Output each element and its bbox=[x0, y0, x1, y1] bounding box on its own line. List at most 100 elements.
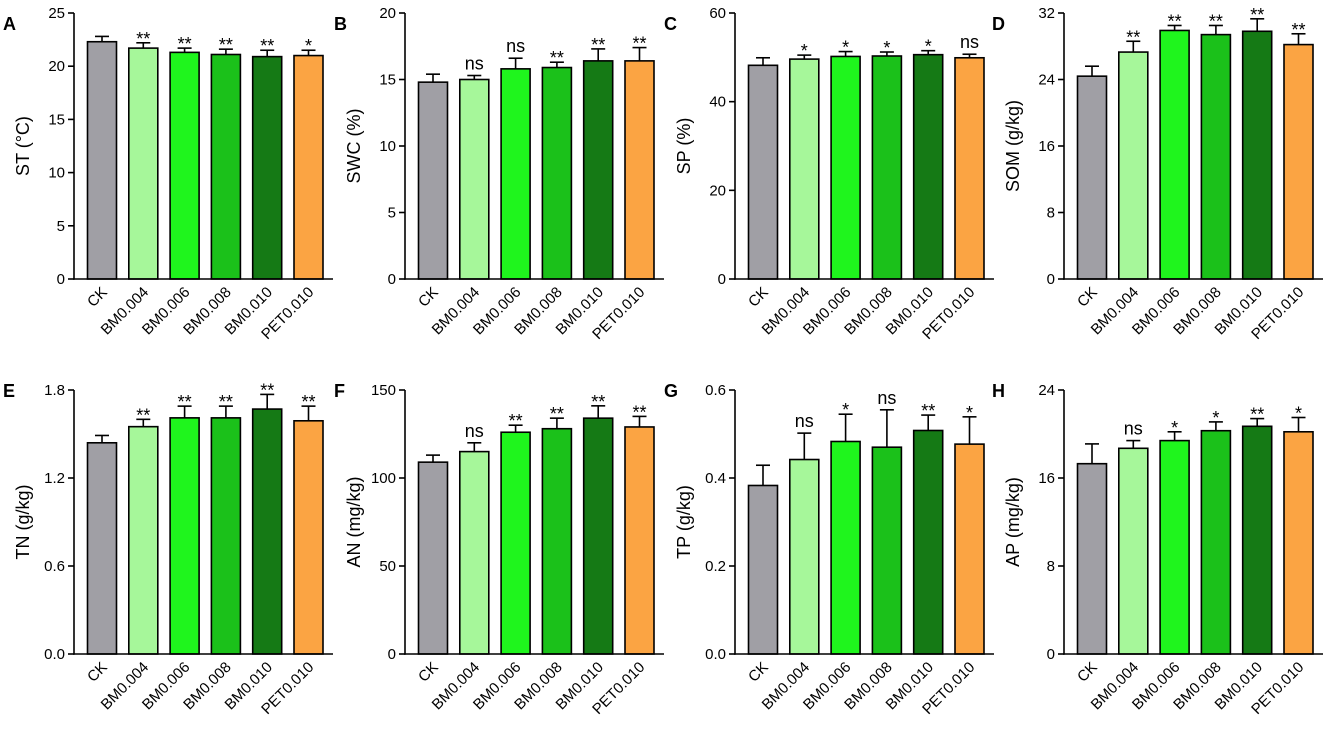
bar-bm0-006 bbox=[169, 51, 200, 280]
bar-bm0-006 bbox=[500, 431, 531, 655]
y-axis-label: SP (%) bbox=[674, 118, 694, 175]
y-tick-label: 8 bbox=[1047, 558, 1055, 575]
bar-bm0-004 bbox=[1118, 51, 1149, 280]
significance-label: ns bbox=[795, 411, 814, 431]
y-tick-label: 20 bbox=[709, 182, 726, 199]
y-tick-label: 100 bbox=[371, 470, 396, 487]
bar-bm0-006 bbox=[1159, 29, 1190, 280]
bar-pet0-010 bbox=[624, 60, 655, 280]
y-tick-label: 0 bbox=[1047, 271, 1055, 288]
bar-bm0-004 bbox=[788, 458, 820, 655]
bar-bm0-010 bbox=[582, 60, 614, 280]
panel-letter: H bbox=[992, 381, 1005, 401]
bar-bm0-004 bbox=[788, 58, 820, 280]
significance-label: ns bbox=[506, 36, 525, 56]
significance-label: * bbox=[966, 403, 973, 423]
panel-letter: G bbox=[664, 381, 678, 401]
category-label: CK bbox=[84, 284, 111, 311]
significance-label: ** bbox=[219, 392, 233, 412]
y-tick-label: 1.2 bbox=[44, 470, 65, 487]
significance-label: ** bbox=[1209, 11, 1223, 31]
bar-ck bbox=[417, 81, 449, 280]
y-tick-label: 20 bbox=[48, 58, 65, 75]
panel-a: AST (°C)CK**BM0.004**BM0.006**BM0.008**B… bbox=[3, 5, 333, 343]
y-tick-label: 24 bbox=[1038, 72, 1055, 89]
bar-ck bbox=[417, 461, 449, 655]
significance-label: ns bbox=[465, 54, 484, 74]
significance-label: ** bbox=[178, 34, 192, 54]
bar-ck bbox=[1076, 462, 1108, 655]
significance-label: * bbox=[925, 37, 932, 57]
bar-bm0-010 bbox=[251, 408, 283, 655]
bar-bm0-004 bbox=[1118, 447, 1149, 655]
y-tick-label: 16 bbox=[1038, 470, 1055, 487]
significance-label: * bbox=[842, 400, 849, 420]
y-tick-label: 5 bbox=[57, 218, 65, 235]
significance-label: ** bbox=[260, 380, 274, 400]
bar-bm0-006 bbox=[169, 417, 200, 655]
y-tick-label: 20 bbox=[379, 5, 396, 22]
significance-label: ** bbox=[136, 405, 150, 425]
significance-label: ** bbox=[1291, 20, 1305, 40]
y-tick-label: 10 bbox=[379, 138, 396, 155]
significance-label: ns bbox=[960, 32, 979, 52]
y-tick-label: 50 bbox=[379, 558, 396, 575]
bar-bm0-004 bbox=[458, 78, 490, 280]
panel-c: CSP (%)CK*BM0.004*BM0.006*BM0.008*BM0.01… bbox=[664, 5, 994, 343]
y-tick-label: 16 bbox=[1038, 138, 1055, 155]
panel-g: GTP (g/kg)CKnsBM0.004*BM0.006nsBM0.008**… bbox=[664, 381, 994, 718]
y-tick-label: 32 bbox=[1038, 5, 1055, 22]
bar-ck bbox=[86, 40, 118, 280]
y-tick-label: 0 bbox=[718, 271, 726, 288]
significance-label: ** bbox=[1250, 5, 1264, 25]
significance-label: ** bbox=[591, 35, 605, 55]
y-tick-label: 0.0 bbox=[705, 646, 726, 663]
significance-label: ns bbox=[877, 388, 896, 408]
bar-pet0-010 bbox=[624, 426, 655, 655]
y-tick-label: 0 bbox=[388, 646, 396, 663]
y-tick-label: 0 bbox=[388, 271, 396, 288]
bar-pet0-010 bbox=[954, 443, 985, 655]
significance-label: ** bbox=[632, 34, 646, 54]
bar-bm0-008 bbox=[871, 446, 903, 655]
significance-label: ** bbox=[219, 35, 233, 55]
bar-bm0-004 bbox=[128, 47, 159, 280]
bar-bm0-008 bbox=[210, 417, 242, 655]
significance-label: ** bbox=[1250, 405, 1264, 425]
y-tick-label: 0.0 bbox=[44, 646, 65, 663]
category-label: CK bbox=[1074, 659, 1101, 686]
bar-bm0-008 bbox=[1200, 429, 1232, 655]
significance-label: ** bbox=[632, 402, 646, 422]
panel-letter: C bbox=[664, 14, 677, 34]
panel-letter: E bbox=[3, 381, 15, 401]
significance-label: * bbox=[1295, 404, 1302, 424]
bar-bm0-004 bbox=[458, 450, 490, 655]
y-axis-label: TN (g/kg) bbox=[13, 484, 33, 559]
y-tick-label: 15 bbox=[379, 72, 396, 89]
y-tick-label: 5 bbox=[388, 205, 396, 222]
significance-label: * bbox=[801, 41, 808, 61]
y-tick-label: 1.8 bbox=[44, 382, 65, 399]
significance-label: ns bbox=[1124, 419, 1143, 439]
category-label: CK bbox=[84, 659, 111, 686]
significance-label: * bbox=[1171, 418, 1178, 438]
bar-ck bbox=[747, 484, 779, 655]
significance-label: ns bbox=[465, 421, 484, 441]
y-tick-label: 24 bbox=[1038, 382, 1055, 399]
bar-pet0-010 bbox=[1283, 430, 1314, 655]
y-tick-label: 60 bbox=[709, 5, 726, 22]
significance-label: * bbox=[1212, 408, 1219, 428]
y-tick-label: 0 bbox=[57, 271, 65, 288]
significance-label: ** bbox=[260, 36, 274, 56]
y-axis-label: SOM (g/kg) bbox=[1003, 100, 1023, 192]
category-label: CK bbox=[415, 659, 442, 686]
bar-bm0-006 bbox=[830, 55, 861, 280]
y-tick-label: 25 bbox=[48, 5, 65, 22]
category-label: CK bbox=[745, 284, 772, 311]
y-axis-label: SWC (%) bbox=[344, 109, 364, 184]
bar-bm0-008 bbox=[871, 55, 903, 280]
significance-label: ** bbox=[921, 401, 935, 421]
